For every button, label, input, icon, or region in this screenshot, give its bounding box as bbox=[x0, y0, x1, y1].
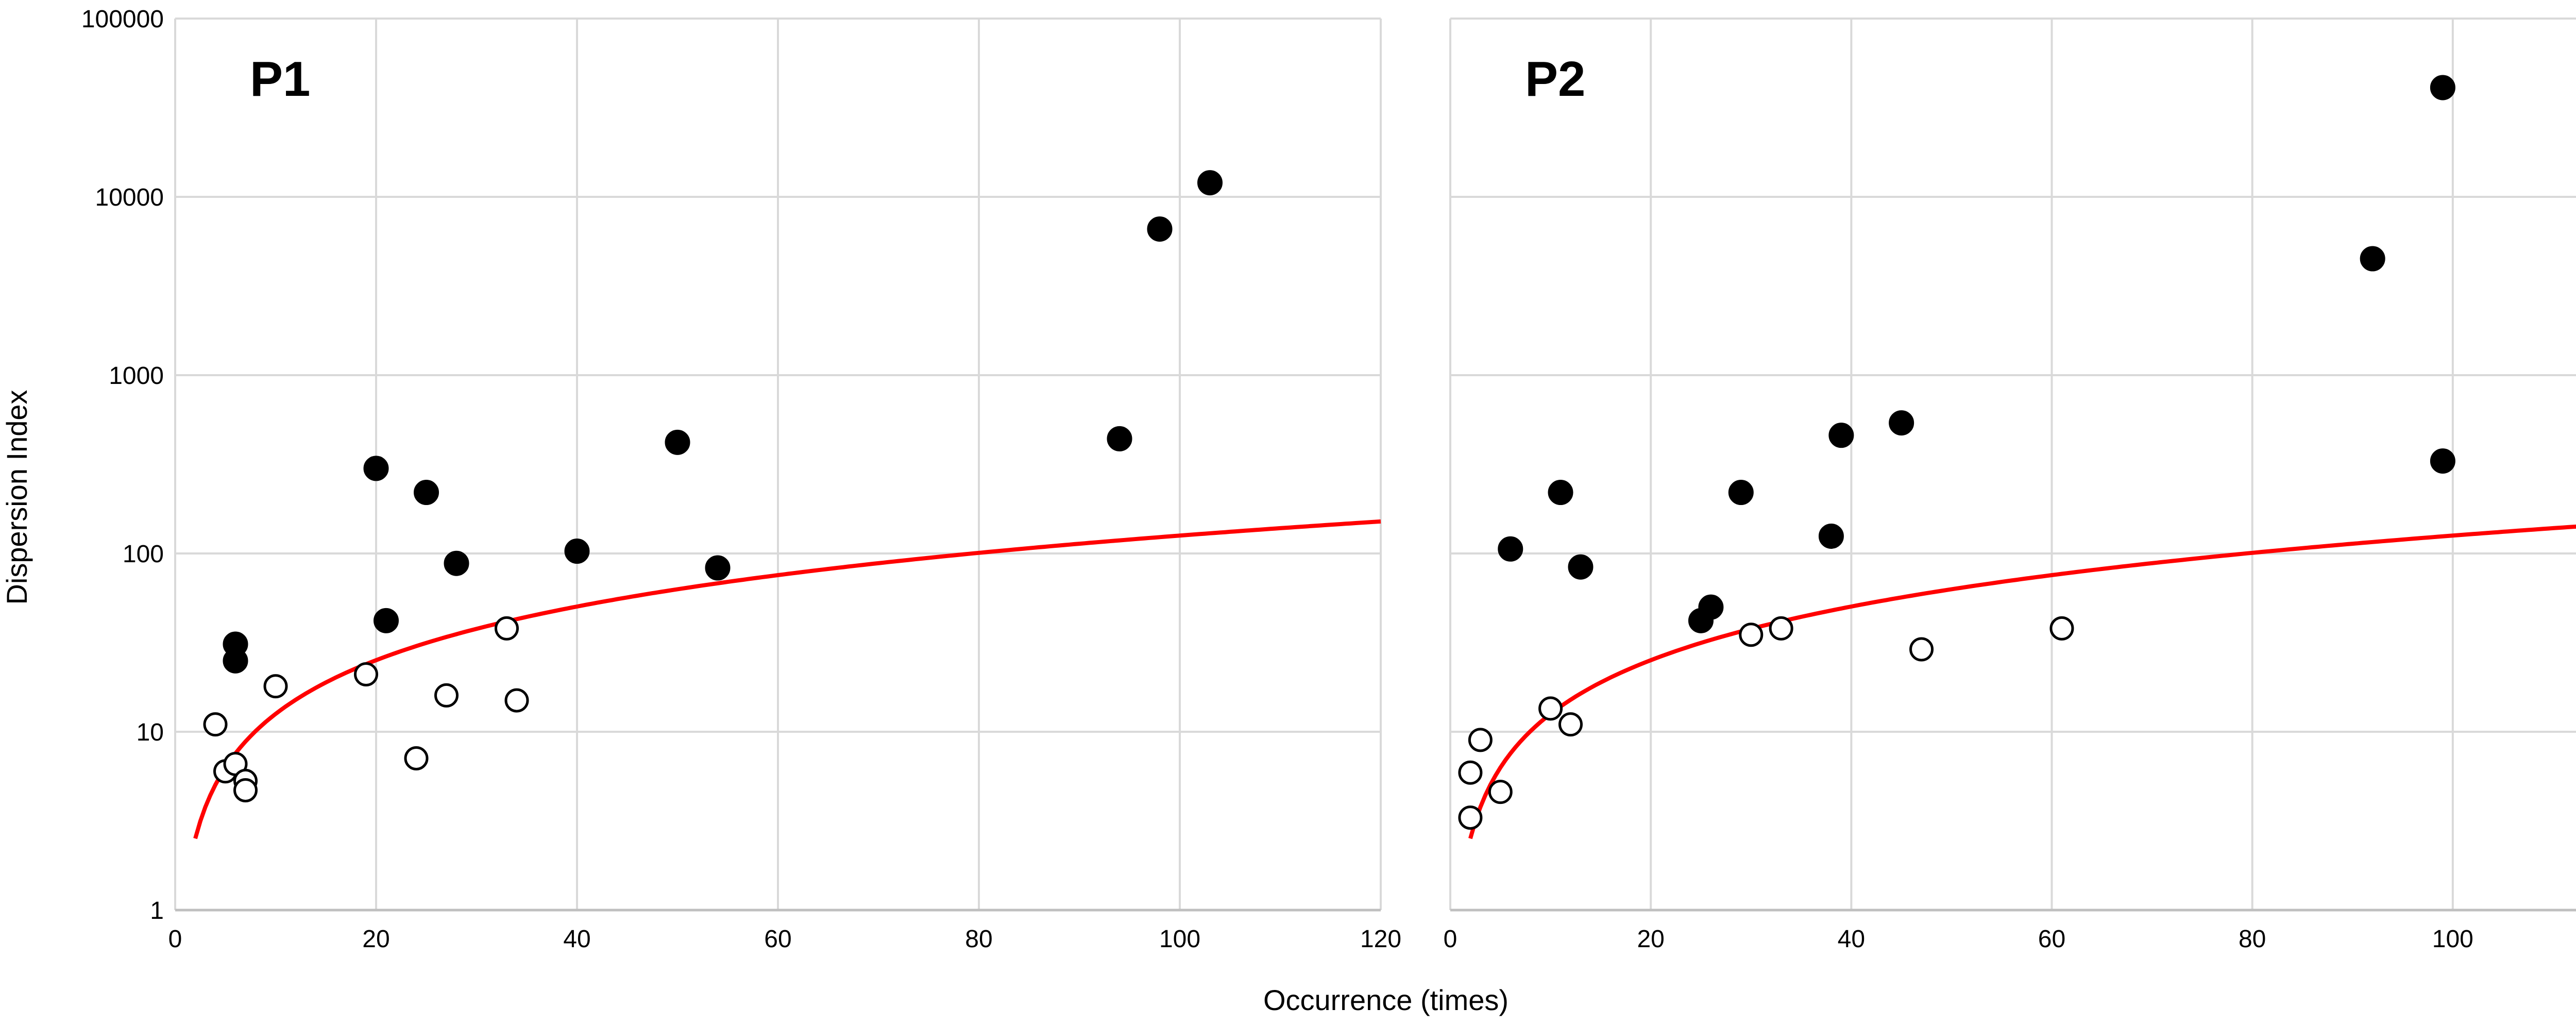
fit-curve bbox=[1468, 524, 2576, 839]
filled-point bbox=[1147, 216, 1173, 242]
x-tick-label: 100 bbox=[1159, 926, 1200, 953]
x-tick-label: 80 bbox=[965, 926, 992, 953]
y-tick-label: 1000 bbox=[109, 362, 164, 390]
y-tick-label: 100000 bbox=[81, 6, 164, 33]
x-tick-label: 120 bbox=[1360, 926, 1401, 953]
filled-point bbox=[1828, 423, 1854, 448]
filled-point bbox=[223, 648, 248, 674]
open-point bbox=[1909, 637, 1934, 662]
y-tick-label: 100 bbox=[123, 541, 164, 568]
filled-point bbox=[363, 456, 389, 481]
open-point bbox=[263, 674, 288, 699]
x-axis-title: Occurrence (times) bbox=[1263, 984, 1509, 1016]
y-tick-label: 10 bbox=[137, 719, 164, 746]
filled-point bbox=[1818, 523, 1844, 549]
x-tick-label: 80 bbox=[2239, 926, 2266, 953]
y-tick-label: 10000 bbox=[95, 184, 164, 211]
panel-title: P2 bbox=[1525, 52, 1585, 107]
open-point bbox=[404, 746, 429, 770]
filled-point bbox=[665, 429, 690, 455]
filled-point bbox=[1107, 426, 1132, 451]
x-tick-label: 60 bbox=[2038, 926, 2065, 953]
filled-point bbox=[2430, 448, 2455, 474]
filled-point bbox=[1498, 536, 1523, 562]
x-tick-label: 20 bbox=[362, 926, 389, 953]
filled-point bbox=[564, 539, 590, 564]
x-tick-label: 60 bbox=[764, 926, 791, 953]
filled-point bbox=[2360, 246, 2385, 272]
filled-point bbox=[1889, 410, 1914, 436]
filled-point bbox=[414, 480, 439, 506]
open-point bbox=[1458, 805, 1483, 830]
open-point bbox=[1468, 728, 1493, 752]
filled-point bbox=[1197, 170, 1223, 196]
filled-point bbox=[444, 550, 469, 576]
x-tick-label: 40 bbox=[1838, 926, 1865, 953]
filled-point bbox=[1548, 480, 1573, 506]
open-point bbox=[434, 683, 459, 708]
open-point bbox=[2049, 616, 2074, 641]
fit-curve bbox=[193, 519, 1381, 839]
open-point bbox=[1538, 696, 1563, 721]
filled-point bbox=[1698, 594, 1724, 620]
filled-point bbox=[374, 608, 399, 633]
y-tick-label: 1 bbox=[150, 897, 164, 925]
open-point bbox=[504, 688, 529, 713]
open-point bbox=[495, 616, 519, 641]
open-point bbox=[233, 778, 258, 802]
filled-point bbox=[2430, 75, 2455, 100]
x-tick-label: 0 bbox=[168, 926, 182, 953]
filled-point bbox=[1568, 554, 1594, 580]
x-tick-label: 40 bbox=[563, 926, 590, 953]
y-axis-title: Dispersion Index bbox=[1, 390, 33, 604]
x-tick-label: 0 bbox=[1444, 926, 1458, 953]
open-point bbox=[354, 662, 378, 687]
open-point bbox=[1458, 760, 1483, 785]
x-tick-label: 20 bbox=[1637, 926, 1664, 953]
panel-title: P1 bbox=[250, 52, 310, 107]
chart-panel-p2: 020406080100120P2 bbox=[1444, 18, 2576, 953]
open-point bbox=[1488, 780, 1513, 804]
open-point bbox=[203, 712, 228, 737]
open-point bbox=[1558, 712, 1583, 737]
filled-point bbox=[705, 555, 731, 581]
filled-point bbox=[1728, 480, 1754, 506]
open-point bbox=[1769, 616, 1793, 641]
x-tick-label: 100 bbox=[2432, 926, 2473, 953]
open-point bbox=[1739, 623, 1764, 647]
